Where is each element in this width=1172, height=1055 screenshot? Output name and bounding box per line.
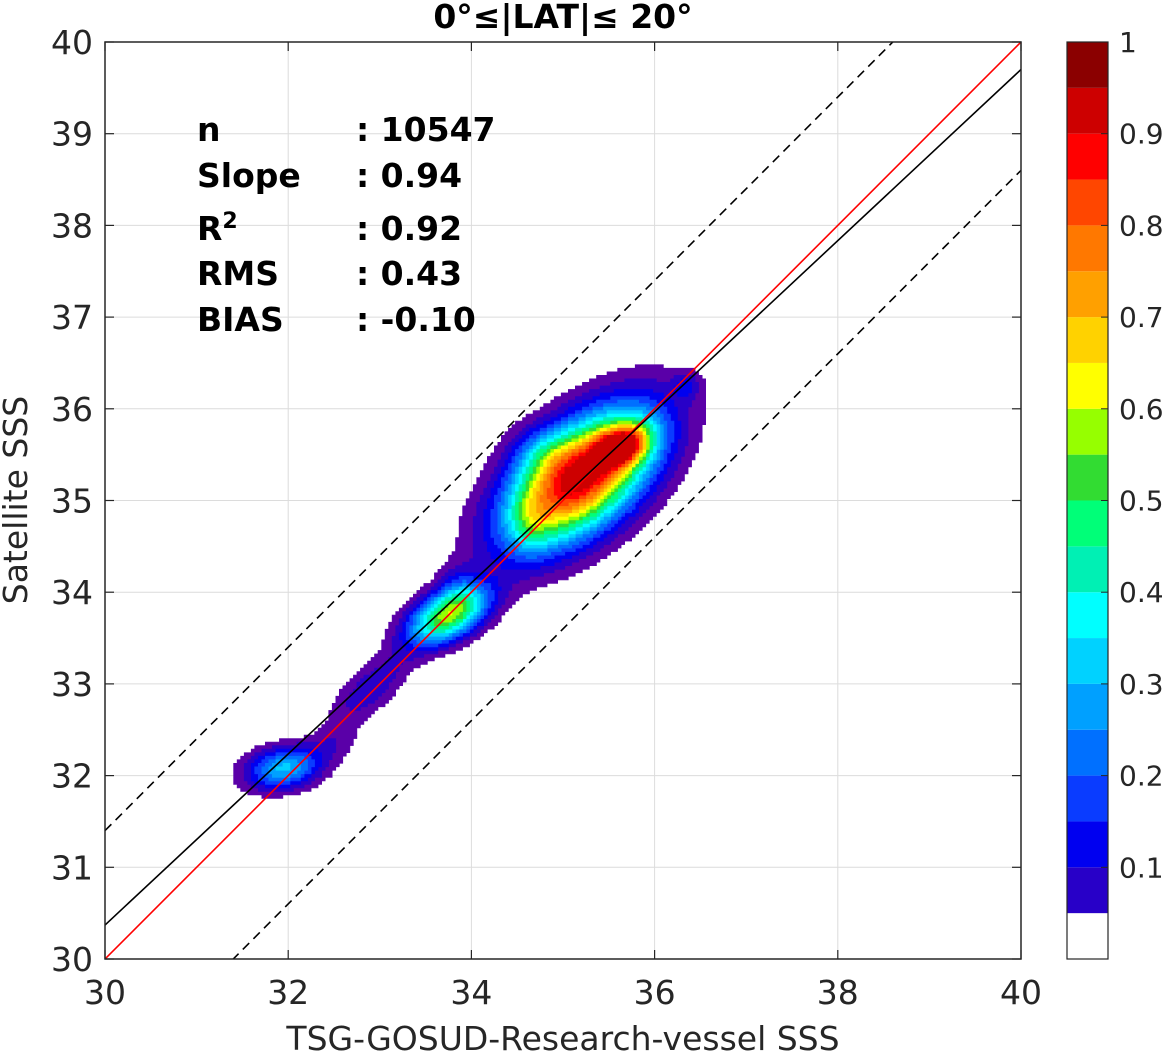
x-tick-label: 30 <box>84 973 126 1012</box>
x-tick-label: 32 <box>267 973 309 1012</box>
colorbar-tick-label: 0.4 <box>1119 576 1164 609</box>
colorbar-band <box>1067 225 1108 272</box>
y-tick-label: 33 <box>51 665 93 704</box>
y-tick-label: 40 <box>51 23 93 62</box>
x-tick-label: 40 <box>1000 973 1042 1012</box>
stat-value: : 0.92 <box>356 209 462 248</box>
colorbar-tick-label: 0.8 <box>1119 209 1164 242</box>
stat-value: : 0.43 <box>356 254 462 293</box>
colorbar-tick-label: 0.1 <box>1119 851 1164 884</box>
stat-value: : -0.10 <box>356 300 476 339</box>
colorbar: 0.1 0.2 0.3 0.4 0.5 0.6 0.7 0.8 0.9 1 <box>1066 26 1164 960</box>
colorbar-tick-label: 1 <box>1119 26 1137 59</box>
stat-value: : 0.94 <box>356 156 462 195</box>
reference-lines <box>105 42 1021 959</box>
colorbar-band <box>1067 87 1108 134</box>
colorbar-band <box>1067 362 1108 409</box>
colorbar-band <box>1067 775 1108 822</box>
y-tick-label: 31 <box>51 848 93 887</box>
x-tick-label: 38 <box>817 973 859 1012</box>
colorbar-band <box>1067 683 1108 730</box>
stat-label: Slope <box>197 156 301 195</box>
colorbar-tick-label: 0.9 <box>1119 118 1164 151</box>
y-tick-label: 34 <box>51 573 93 612</box>
colorbar-tick-label: 0.3 <box>1119 668 1164 701</box>
y-tick-label: 37 <box>51 298 93 337</box>
colorbar-band <box>1067 454 1108 501</box>
colorbar-band <box>1067 179 1108 226</box>
regression-line <box>105 68 1021 926</box>
colorbar-band <box>1067 546 1108 593</box>
colorbar-band <box>1067 408 1108 455</box>
stat-label: R2 <box>197 209 238 249</box>
axis-ticks: 30 32 34 36 38 40 30 31 32 33 34 35 36 37 38 39 40 <box>51 23 1042 1012</box>
colorbar-band <box>1067 821 1108 868</box>
stat-label: n <box>197 110 221 149</box>
x-axis-label: TSG-GOSUD-Research-vessel SSS <box>285 1019 839 1055</box>
upper-bound-line <box>105 42 894 832</box>
lower-bound-line <box>232 169 1021 959</box>
colorbar-band <box>1067 500 1108 547</box>
y-tick-label: 35 <box>51 482 93 521</box>
colorbar-band <box>1067 42 1108 88</box>
colorbar-band <box>1067 592 1108 639</box>
stat-value: : 10547 <box>356 110 496 149</box>
colorbar-band <box>1067 133 1108 180</box>
colorbar-band <box>1067 729 1108 776</box>
stat-label: RMS <box>197 254 279 293</box>
y-tick-label: 32 <box>51 757 93 796</box>
chart-title: 0°≤|LAT|≤ 20° <box>433 0 692 36</box>
colorbar-band <box>1067 317 1108 363</box>
colorbar-band <box>1067 638 1108 684</box>
colorbar-tick-label: 0.5 <box>1119 485 1164 518</box>
stat-label: BIAS <box>197 300 284 339</box>
one-to-one-line <box>105 42 1021 959</box>
x-tick-label: 36 <box>634 973 676 1012</box>
colorbar-band <box>1067 867 1108 914</box>
y-axis-label: Satellite SSS <box>0 396 35 605</box>
colorbar-band <box>1067 271 1108 318</box>
y-tick-label: 36 <box>51 390 93 429</box>
colorbar-tick-label: 0.6 <box>1119 393 1164 426</box>
y-tick-label: 30 <box>51 940 93 979</box>
y-tick-label: 39 <box>51 115 93 154</box>
x-tick-label: 34 <box>450 973 492 1012</box>
colorbar-tick-label: 0.2 <box>1119 760 1164 793</box>
stats-box: n : 10547 Slope : 0.94 R2 : 0.92 RMS : 0.43 BIAS… <box>197 110 496 339</box>
y-tick-label: 38 <box>51 206 93 245</box>
stat-superscript: 2 <box>222 209 237 234</box>
colorbar-band <box>1067 913 1108 959</box>
colorbar-tick-label: 0.7 <box>1119 301 1164 334</box>
